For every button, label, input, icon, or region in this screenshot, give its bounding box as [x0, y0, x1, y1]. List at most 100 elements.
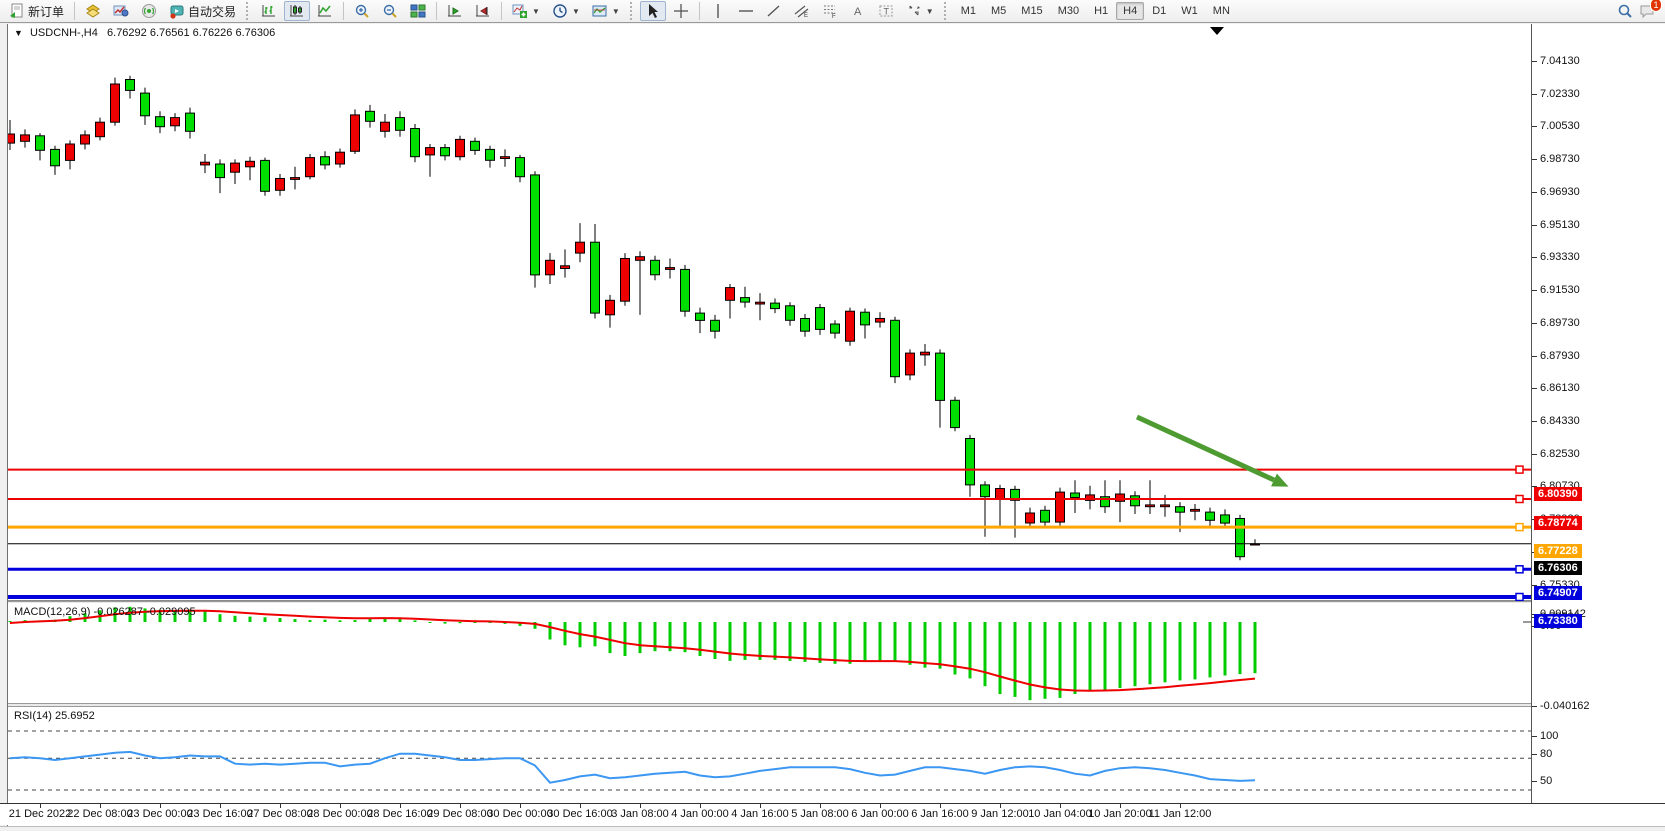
- time-tick: [1060, 804, 1061, 808]
- new-order-button[interactable]: 新订单: [4, 1, 69, 21]
- dropdown-caret: ▼: [532, 6, 540, 16]
- time-tick: [760, 804, 761, 808]
- community-button[interactable]: [108, 1, 134, 21]
- search-icon[interactable]: [1617, 3, 1633, 19]
- vertical-line-button[interactable]: [705, 1, 731, 21]
- time-label: 11 Jan 12:00: [1148, 808, 1212, 820]
- price-tick: 6.91530: [1532, 284, 1580, 297]
- price-pane[interactable]: ▼ USDCNH-,H4 6.76292 6.76561 6.76226 6.7…: [8, 24, 1531, 601]
- level-price-label: 6.73380: [1534, 614, 1582, 629]
- templates-button[interactable]: ▼: [587, 1, 625, 21]
- tile-windows-icon: [410, 4, 426, 18]
- auto-scroll-button[interactable]: [442, 1, 468, 21]
- chart-shift-button[interactable]: [470, 1, 496, 21]
- timeframe-h1[interactable]: H1: [1094, 5, 1109, 17]
- bar-chart-button[interactable]: [256, 1, 282, 21]
- timeframe-m1[interactable]: M1: [960, 5, 976, 17]
- tile-windows-button[interactable]: [405, 1, 431, 21]
- svg-text:F: F: [832, 14, 836, 19]
- rsi-scale-value: 50: [1531, 775, 1553, 788]
- toolbar-grip[interactable]: [943, 2, 949, 20]
- time-tick: [940, 804, 941, 808]
- crosshair-button[interactable]: [668, 1, 694, 21]
- zoom-in-button[interactable]: [349, 1, 375, 21]
- pane-splitter[interactable]: [8, 703, 1531, 707]
- status-strip: [0, 826, 1665, 831]
- zoom-out-button[interactable]: [377, 1, 403, 21]
- time-label: 30 Dec 00:00: [487, 808, 553, 820]
- time-label: 10 Jan 20:00: [1088, 808, 1152, 820]
- separator: [343, 2, 345, 20]
- time-label: 6 Jan 00:00: [851, 808, 909, 820]
- toolbar-grip[interactable]: [246, 2, 251, 20]
- price-tick: 6.84330: [1532, 414, 1580, 427]
- signals-icon: [142, 4, 157, 18]
- macd-scale-value: -0.040162: [1532, 700, 1590, 712]
- time-label: 3 Jan 08:00: [611, 808, 669, 820]
- candlestick-chart-button[interactable]: [284, 1, 311, 21]
- text-icon: A: [854, 6, 862, 18]
- time-tick: [700, 804, 701, 808]
- time-tick: [340, 804, 341, 808]
- macd-canvas[interactable]: [8, 603, 1531, 727]
- new-order-icon: [10, 3, 23, 18]
- chart-title: ▼ USDCNH-,H4 6.76292 6.76561 6.76226 6.7…: [14, 27, 275, 39]
- time-label: 28 Dec 00:00: [307, 808, 373, 820]
- shapes-button[interactable]: ▼: [901, 1, 939, 21]
- toolbar-grip[interactable]: [629, 2, 635, 20]
- level-price-label: 6.77228: [1534, 544, 1582, 559]
- line-chart-button[interactable]: [312, 1, 338, 21]
- text-button[interactable]: A: [845, 1, 871, 21]
- time-tick: [1180, 804, 1181, 808]
- depth-of-market-button[interactable]: [80, 1, 106, 21]
- time-scale[interactable]: 21 Dec 2022 22 Dec 08:00 23 Dec 00:00 23 De…: [0, 803, 1665, 825]
- trendline-button[interactable]: [761, 1, 787, 21]
- channel-button[interactable]: E: [789, 1, 815, 21]
- svg-text:E: E: [804, 13, 808, 19]
- signals-button[interactable]: [136, 1, 162, 21]
- trendline-icon: [767, 5, 780, 17]
- timeframe-m5[interactable]: M5: [991, 5, 1007, 17]
- fibonacci-button[interactable]: F: [817, 1, 843, 21]
- chart-shift-icon: [476, 5, 490, 17]
- timeframe-d1[interactable]: D1: [1152, 5, 1167, 17]
- price-tick: 6.82530: [1532, 447, 1580, 460]
- rsi-scale-value: 100: [1531, 729, 1559, 742]
- timeframe-m30[interactable]: M30: [1057, 5, 1080, 17]
- zoom-in-icon: [355, 4, 369, 18]
- timeframe-mn[interactable]: MN: [1212, 5, 1230, 17]
- svg-text:A: A: [854, 6, 862, 18]
- cursor-icon: [648, 4, 658, 18]
- time-label: 9 Jan 12:00: [971, 808, 1029, 820]
- dropdown-caret: ▼: [611, 6, 620, 16]
- indicators-button[interactable]: ▼: [507, 1, 545, 21]
- auto-trading-button[interactable]: 自动交易: [164, 1, 241, 21]
- label-button[interactable]: T: [873, 1, 899, 21]
- candlestick-canvas[interactable]: [8, 24, 1531, 601]
- price-tick: 6.95130: [1532, 218, 1580, 231]
- timeframe-w1[interactable]: W1: [1181, 5, 1198, 17]
- rsi-canvas[interactable]: [8, 707, 1531, 803]
- svg-text:T: T: [883, 7, 889, 17]
- timeframe-h4[interactable]: H4: [1116, 2, 1145, 20]
- time-label: 21 Dec 2022: [8, 808, 72, 820]
- timeframe-m15[interactable]: M15: [1021, 5, 1043, 17]
- auto-trading-label: 自动交易: [188, 4, 237, 19]
- rsi-label: RSI(14) 25.6952: [14, 710, 95, 722]
- cursor-button[interactable]: [639, 1, 666, 21]
- price-tick: 6.86130: [1532, 382, 1580, 395]
- chat-button[interactable]: 1: [1639, 0, 1662, 19]
- rsi-pane[interactable]: RSI(14) 25.6952: [8, 707, 1531, 803]
- time-tick: [820, 804, 821, 808]
- time-tick: [40, 804, 41, 808]
- collapse-triangle-icon[interactable]: ▼: [14, 28, 23, 38]
- price-tick: 7.04130: [1532, 55, 1580, 67]
- time-tick: [220, 804, 221, 808]
- periods-button[interactable]: ▼: [547, 1, 585, 21]
- chart-left-border: [0, 24, 8, 831]
- level-price-label: 6.80390: [1534, 486, 1582, 501]
- time-label: 28 Dec 16:00: [367, 808, 433, 820]
- dropdown-caret: ▼: [925, 6, 934, 16]
- horizontal-line-button[interactable]: [733, 1, 759, 21]
- price-scale[interactable]: 7.04130 7.02330 7.00530 6.98730 6.96930 6.951…: [1531, 24, 1665, 824]
